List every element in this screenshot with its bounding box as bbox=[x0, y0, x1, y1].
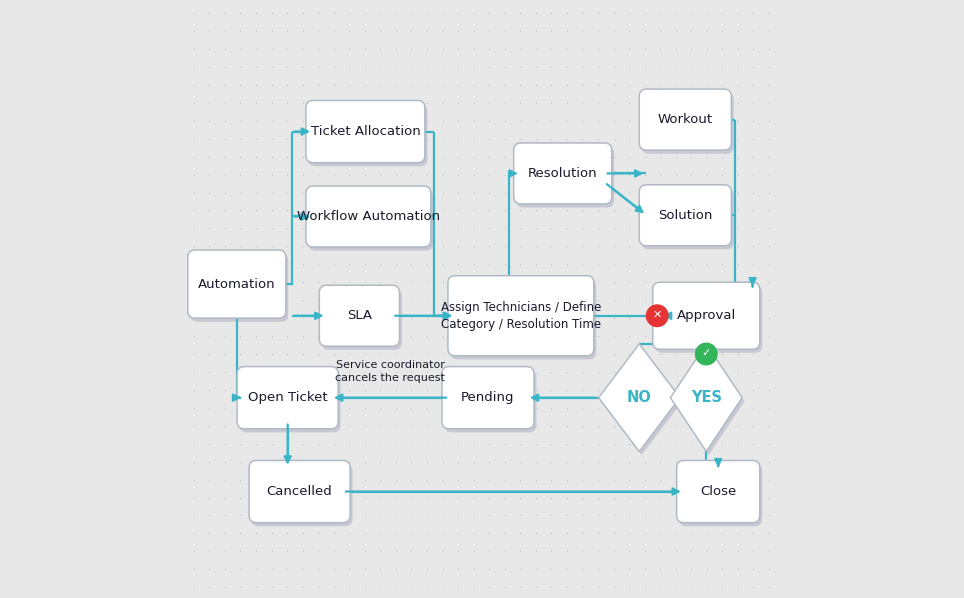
FancyBboxPatch shape bbox=[306, 186, 431, 247]
FancyBboxPatch shape bbox=[322, 289, 402, 350]
FancyBboxPatch shape bbox=[252, 464, 353, 526]
FancyBboxPatch shape bbox=[677, 460, 760, 523]
FancyBboxPatch shape bbox=[653, 282, 760, 349]
Polygon shape bbox=[673, 347, 744, 455]
Text: Assign Technicians / Define
Category / Resolution Time: Assign Technicians / Define Category / R… bbox=[441, 301, 602, 331]
Polygon shape bbox=[601, 347, 683, 455]
Text: Automation: Automation bbox=[198, 277, 276, 291]
Circle shape bbox=[695, 343, 717, 365]
FancyBboxPatch shape bbox=[516, 147, 614, 208]
FancyBboxPatch shape bbox=[249, 460, 350, 523]
Text: Workout: Workout bbox=[657, 113, 713, 126]
FancyBboxPatch shape bbox=[239, 370, 340, 432]
FancyBboxPatch shape bbox=[639, 89, 732, 150]
Text: Open Ticket: Open Ticket bbox=[248, 391, 328, 404]
FancyBboxPatch shape bbox=[514, 143, 612, 204]
Text: Solution: Solution bbox=[658, 209, 712, 222]
Text: ✓: ✓ bbox=[702, 349, 710, 358]
FancyBboxPatch shape bbox=[306, 100, 425, 163]
FancyBboxPatch shape bbox=[319, 285, 399, 346]
Text: Service coordinator
cancels the request: Service coordinator cancels the request bbox=[335, 360, 445, 383]
FancyBboxPatch shape bbox=[190, 254, 288, 322]
FancyBboxPatch shape bbox=[308, 104, 427, 166]
Polygon shape bbox=[599, 344, 680, 451]
Text: Workflow Automation: Workflow Automation bbox=[297, 210, 440, 223]
FancyBboxPatch shape bbox=[642, 188, 734, 249]
Text: Ticket Allocation: Ticket Allocation bbox=[310, 125, 420, 138]
FancyBboxPatch shape bbox=[448, 276, 594, 356]
Text: YES: YES bbox=[691, 390, 722, 405]
Polygon shape bbox=[670, 344, 742, 451]
Text: Approval: Approval bbox=[677, 309, 736, 322]
FancyBboxPatch shape bbox=[450, 279, 596, 359]
Text: Pending: Pending bbox=[461, 391, 515, 404]
FancyBboxPatch shape bbox=[237, 367, 338, 429]
FancyBboxPatch shape bbox=[642, 93, 734, 154]
FancyBboxPatch shape bbox=[442, 367, 534, 429]
FancyBboxPatch shape bbox=[639, 185, 732, 246]
Text: ✕: ✕ bbox=[653, 310, 662, 320]
Text: Close: Close bbox=[700, 485, 736, 498]
FancyBboxPatch shape bbox=[188, 250, 286, 318]
Text: Cancelled: Cancelled bbox=[267, 485, 333, 498]
FancyBboxPatch shape bbox=[308, 190, 433, 251]
Text: SLA: SLA bbox=[347, 309, 372, 322]
Circle shape bbox=[647, 305, 668, 327]
FancyBboxPatch shape bbox=[656, 286, 763, 353]
FancyBboxPatch shape bbox=[444, 370, 536, 432]
Text: NO: NO bbox=[627, 390, 652, 405]
FancyBboxPatch shape bbox=[679, 464, 763, 526]
Text: Resolution: Resolution bbox=[528, 167, 598, 180]
